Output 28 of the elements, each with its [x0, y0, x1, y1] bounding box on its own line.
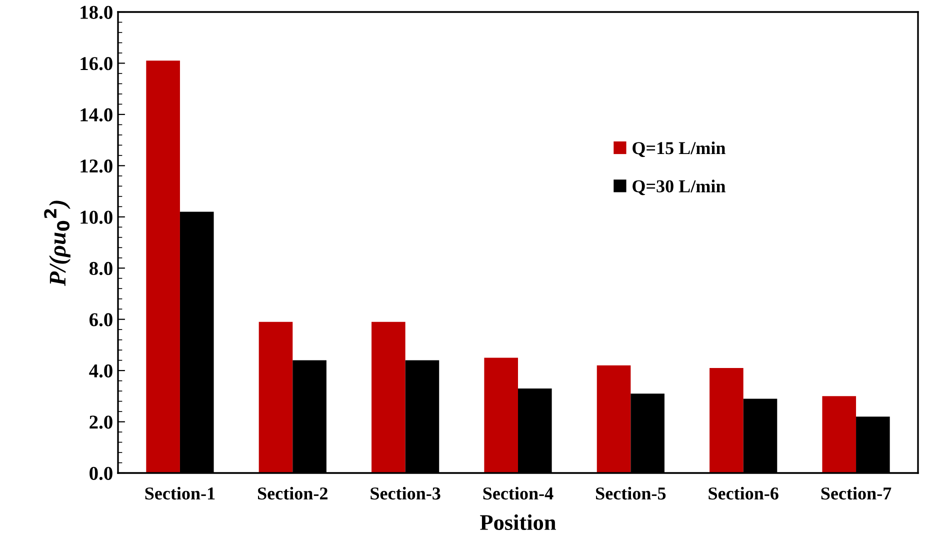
bar: [822, 396, 856, 473]
x-tick-label: Section-7: [821, 486, 892, 500]
bar: [596, 365, 631, 473]
legend-label: Q=30 L/min: [632, 180, 726, 196]
y-tick-label: 12.0: [80, 159, 112, 173]
x-tick-label: Section-1: [145, 486, 215, 500]
y-tick-label: 4.0: [89, 364, 112, 378]
bar: [372, 322, 406, 473]
bar: [484, 358, 518, 473]
legend-label: Q=15 L/min: [632, 142, 726, 157]
x-tick-label: Section-6: [708, 486, 778, 500]
bar: [710, 368, 744, 473]
y-tick-label: 2.0: [90, 416, 112, 429]
x-tick-label: Section-4: [483, 486, 554, 500]
y-tick-label: 14.0: [80, 108, 112, 122]
bar: [258, 322, 293, 473]
y-tick-label: 8.0: [89, 262, 112, 276]
y-tick-label: 18.0: [80, 6, 112, 20]
x-tick-label: Section-2: [258, 486, 328, 500]
x-tick-label: Section-5: [596, 486, 666, 500]
x-tick-label: Section-3: [370, 486, 440, 500]
y-tick-label: 0.0: [90, 466, 112, 480]
y-tick-label: 10.0: [80, 210, 112, 224]
bar: [146, 60, 180, 473]
x-axis-title: Position: [480, 514, 556, 530]
y-tick-label: 6.0: [90, 313, 112, 326]
y-tick-label: 16.0: [80, 57, 112, 70]
y-axis-title: P/(ρu$_{0}$$^{2}$): [44, 200, 70, 286]
